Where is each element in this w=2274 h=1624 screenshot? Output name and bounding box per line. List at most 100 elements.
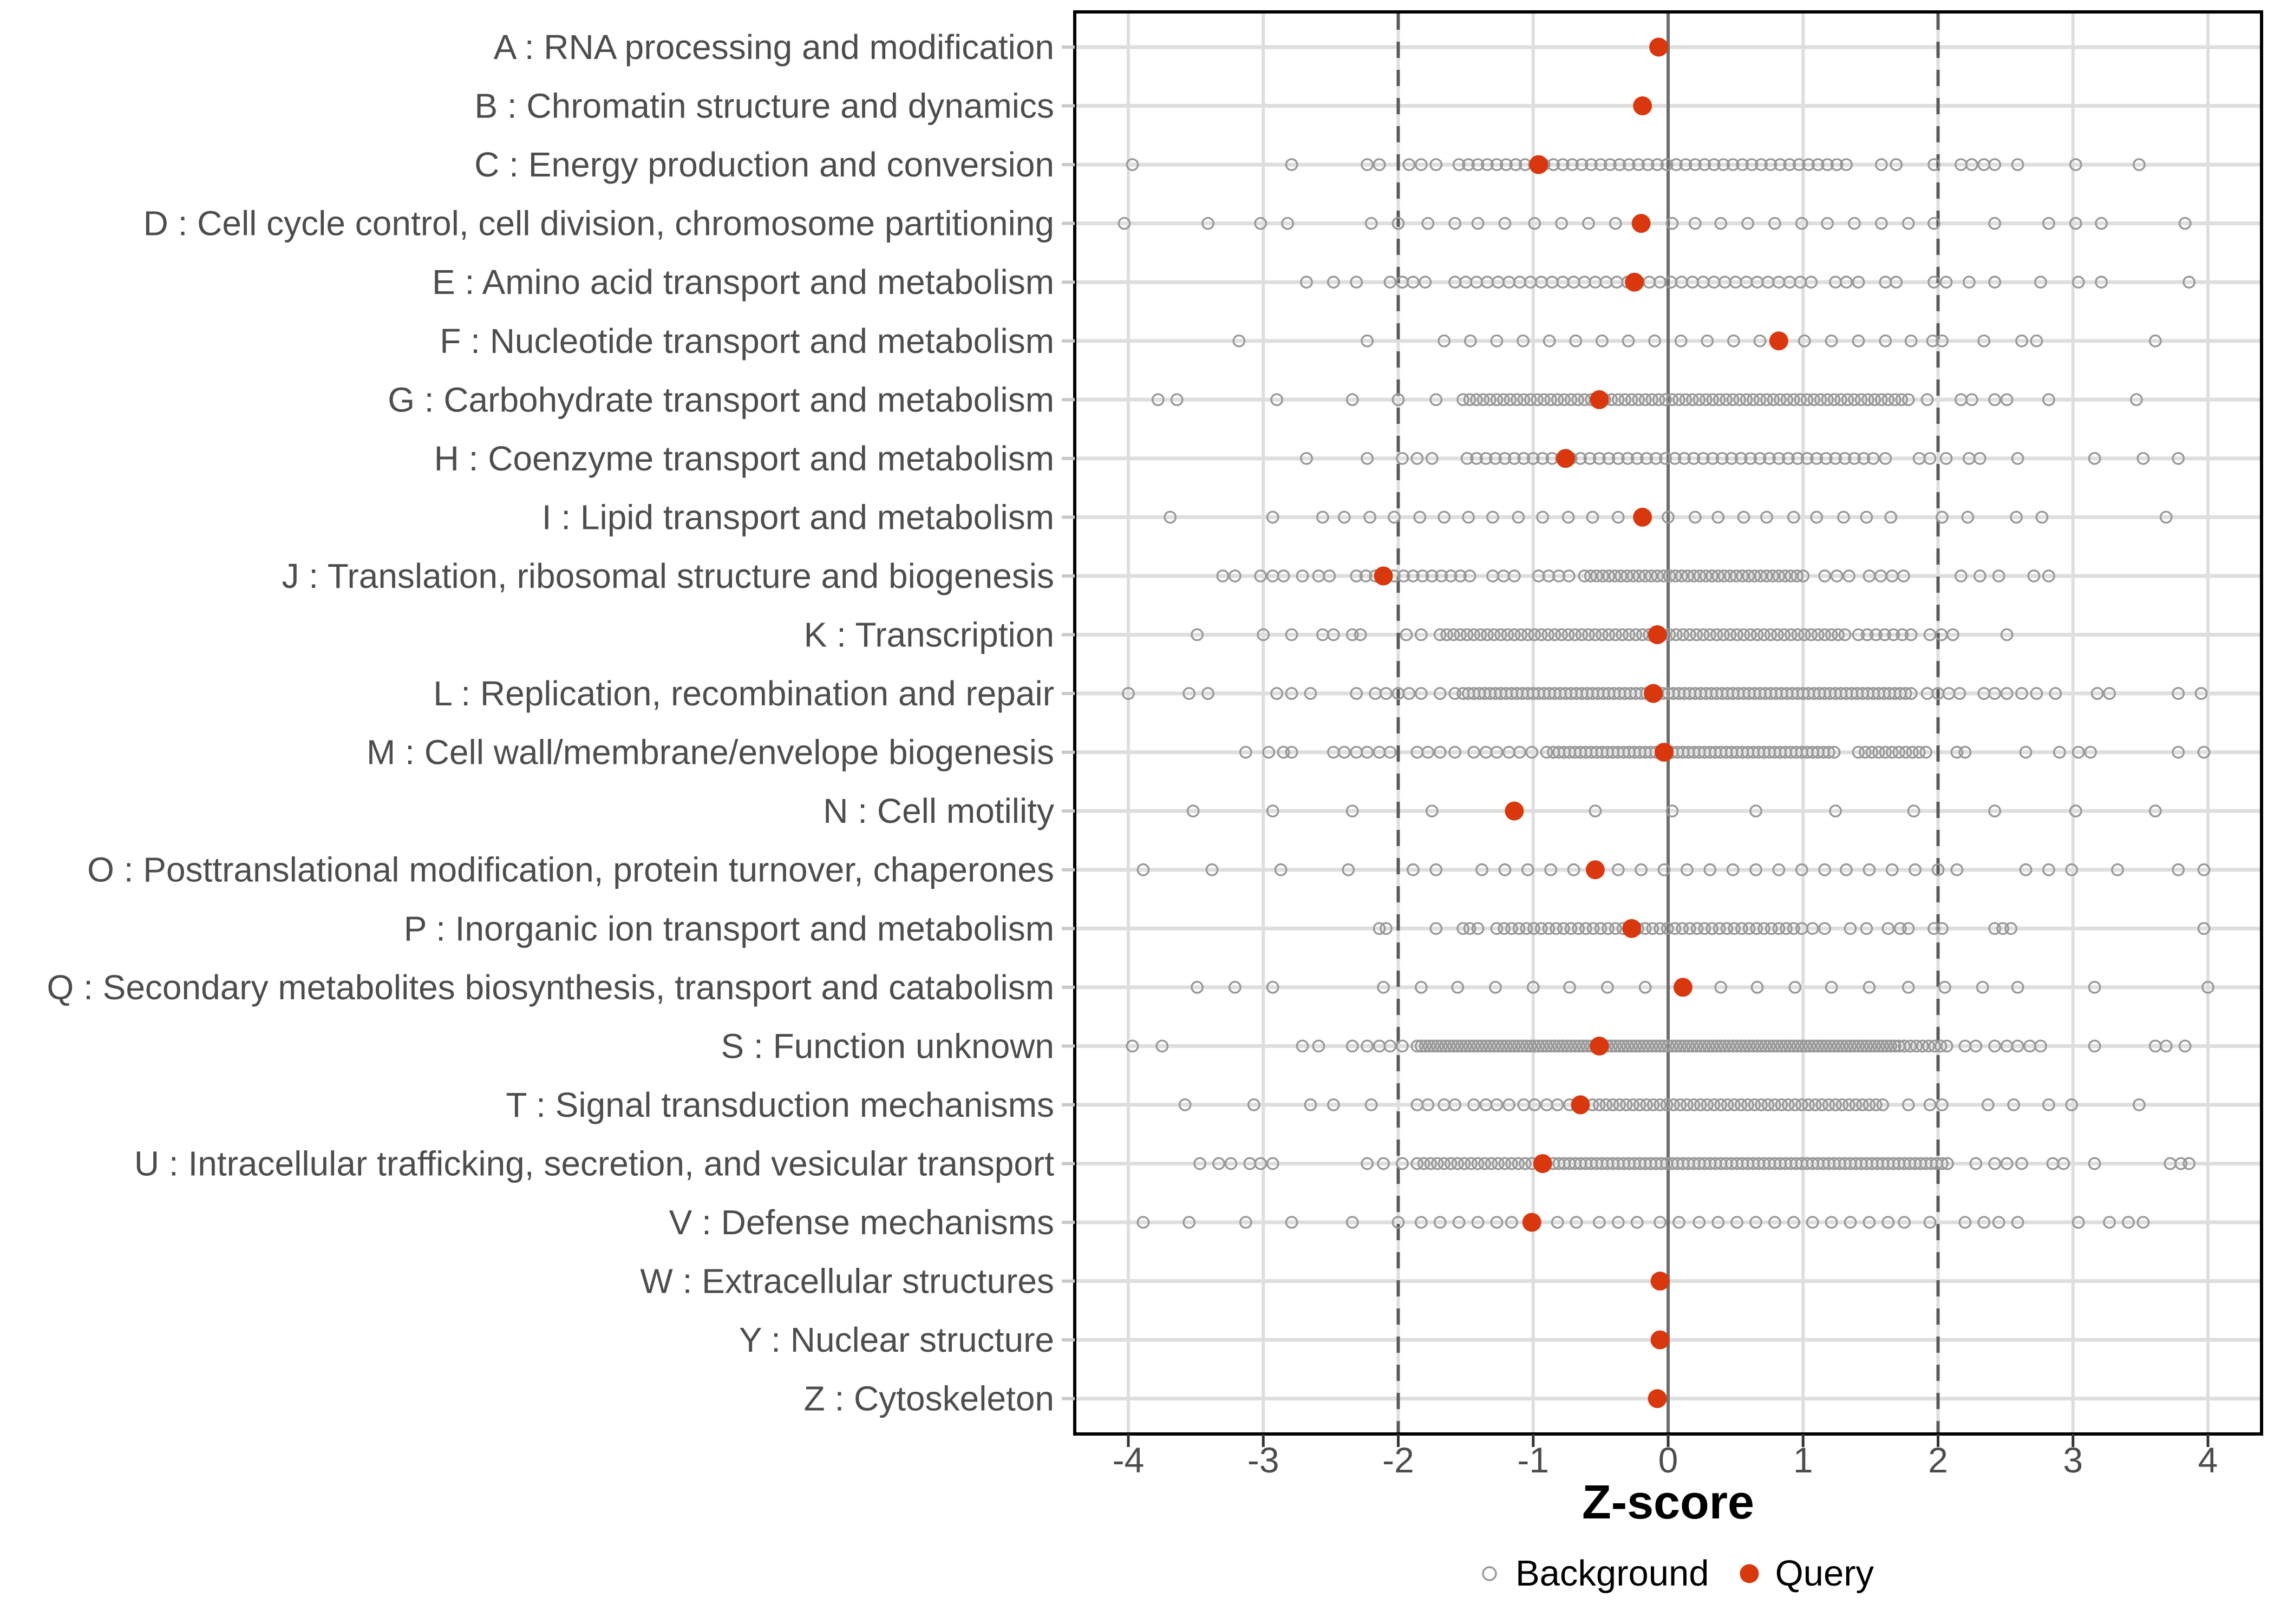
category-label: I : Lipid transport and metabolism xyxy=(542,497,1054,536)
background-point xyxy=(1532,1039,1545,1053)
background-point xyxy=(1414,1039,1428,1053)
background-point xyxy=(1977,334,1991,348)
background-point xyxy=(1575,158,1589,171)
background-point xyxy=(1622,158,1636,171)
category-label: U : Intracellular trafficking, secretion… xyxy=(134,1144,1054,1183)
background-point xyxy=(1646,1098,1660,1111)
background-point xyxy=(1721,1098,1734,1111)
background-point xyxy=(1973,451,1987,465)
background-point xyxy=(1852,334,1865,348)
background-point xyxy=(1645,393,1658,407)
background-point xyxy=(2122,1216,2135,1229)
background-point xyxy=(1825,1216,1838,1229)
background-point xyxy=(1609,628,1622,641)
background-point xyxy=(1714,1039,1728,1053)
background-point xyxy=(1901,1098,1915,1111)
background-point xyxy=(2072,1216,2085,1229)
background-point xyxy=(1531,393,1544,407)
background-point xyxy=(1486,510,1499,524)
background-point xyxy=(1768,217,1781,230)
background-point xyxy=(1498,451,1512,465)
background-point xyxy=(2011,1216,2024,1229)
background-point xyxy=(1232,334,1246,348)
background-point xyxy=(1736,158,1749,171)
background-point xyxy=(1835,1098,1849,1111)
background-point xyxy=(1602,922,1615,935)
background-point xyxy=(1632,569,1646,582)
background-point xyxy=(1711,1216,1725,1229)
background-point xyxy=(1710,628,1723,641)
background-point xyxy=(1456,393,1470,407)
background-point xyxy=(1799,1039,1813,1053)
background-point xyxy=(1498,217,1512,230)
background-point xyxy=(1988,1157,2002,1170)
background-point xyxy=(1787,393,1800,407)
background-point xyxy=(1193,1157,1207,1170)
background-point xyxy=(1680,1098,1694,1111)
background-point xyxy=(1327,276,1340,289)
background-point xyxy=(1667,1098,1680,1111)
background-point xyxy=(1895,393,1909,407)
background-point xyxy=(1950,745,1964,759)
background-point xyxy=(1440,628,1454,641)
background-point xyxy=(1988,158,2002,171)
background-point xyxy=(1594,158,1608,171)
background-point xyxy=(1854,393,1868,407)
background-point xyxy=(1437,510,1451,524)
background-point xyxy=(1266,510,1279,524)
background-point xyxy=(1936,922,1949,935)
background-point xyxy=(1566,158,1579,171)
background-point xyxy=(1435,569,1448,582)
background-point xyxy=(1532,569,1545,582)
background-point xyxy=(1807,1039,1821,1053)
background-point xyxy=(1463,393,1476,407)
background-point xyxy=(1571,393,1584,407)
background-point xyxy=(1670,628,1683,641)
background-point xyxy=(1510,393,1524,407)
background-point xyxy=(1897,569,1910,582)
background-point xyxy=(2030,334,2043,348)
background-point xyxy=(1467,1039,1480,1053)
background-point xyxy=(1364,217,1378,230)
category-label: Y : Nuclear structure xyxy=(739,1320,1054,1359)
category-label: M : Cell wall/membrane/envelope biogenes… xyxy=(367,733,1054,772)
background-point xyxy=(1424,1157,1437,1170)
background-point xyxy=(2159,510,2173,524)
background-point xyxy=(1965,393,1978,407)
background-point xyxy=(1270,393,1284,407)
background-point xyxy=(2172,451,2185,465)
background-point xyxy=(1201,217,1214,230)
background-point xyxy=(1888,1039,1901,1053)
background-point xyxy=(1433,687,1447,700)
background-point xyxy=(1380,687,1393,700)
background-point xyxy=(1767,1039,1780,1053)
background-point xyxy=(1748,569,1761,582)
background-point xyxy=(1499,158,1513,171)
background-point xyxy=(1927,922,1940,935)
background-point xyxy=(1563,980,1576,994)
background-point xyxy=(1323,569,1336,582)
background-point xyxy=(1499,1039,1513,1053)
background-point xyxy=(1962,276,1976,289)
background-point xyxy=(1361,745,1374,759)
background-point xyxy=(1471,217,1485,230)
background-point xyxy=(1672,1216,1685,1229)
background-point xyxy=(1586,922,1600,935)
background-point xyxy=(2182,1157,2196,1170)
query-point xyxy=(1505,801,1524,821)
background-point xyxy=(1988,276,2002,289)
background-point xyxy=(1632,158,1645,171)
background-point xyxy=(1443,1039,1456,1053)
background-point xyxy=(1798,334,1811,348)
x-axis-title: Z-score xyxy=(1582,1475,1754,1529)
background-point xyxy=(1675,569,1688,582)
background-point xyxy=(1487,1039,1501,1053)
background-point xyxy=(1791,451,1805,465)
query-point xyxy=(1571,1095,1590,1115)
background-point xyxy=(1827,1039,1841,1053)
background-point xyxy=(1681,569,1695,582)
background-point xyxy=(1471,158,1485,171)
background-point xyxy=(1927,158,1940,171)
background-point xyxy=(1734,1039,1748,1053)
background-point xyxy=(1645,1039,1658,1053)
